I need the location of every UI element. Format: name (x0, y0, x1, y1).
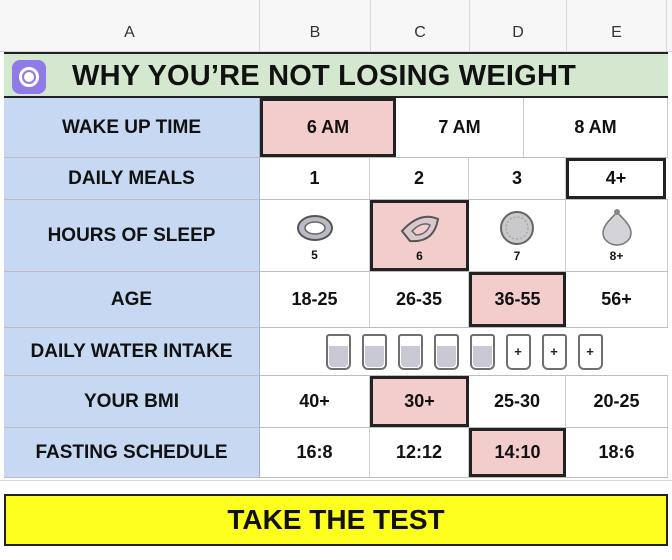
row-hours-of-sleep: HOURS OF SLEEP 5 6 7 (4, 200, 668, 272)
row-label: AGE (4, 272, 260, 327)
row-label: FASTING SCHEDULE (4, 428, 260, 477)
sleep-ring-icon (400, 215, 439, 242)
option-bmi-40plus[interactable]: 40+ (260, 376, 370, 427)
column-header-e[interactable]: E (611, 24, 622, 41)
water-glass-add[interactable]: + (505, 333, 531, 370)
option-sleep-6[interactable]: 6 (370, 200, 469, 271)
column-header-row: A B C D E (0, 0, 672, 52)
column-header-a[interactable]: A (124, 24, 135, 41)
option-age-26-35[interactable]: 26-35 (370, 272, 469, 327)
column-divider (370, 0, 371, 52)
row-label: YOUR BMI (4, 376, 260, 427)
title-banner: WHY YOU’RE NOT LOSING WEIGHT (4, 52, 668, 98)
column-divider (666, 0, 667, 52)
sleep-ring-icon (296, 214, 333, 241)
option-bmi-20-25[interactable]: 20-25 (566, 376, 668, 427)
column-header-b[interactable]: B (309, 24, 321, 41)
water-glass-full[interactable] (397, 333, 423, 370)
option-8am[interactable]: 8 AM (524, 98, 668, 157)
water-glass-full[interactable] (469, 333, 495, 370)
option-fasting-18-6[interactable]: 18:6 (566, 428, 668, 477)
sleep-drop-icon (601, 208, 632, 246)
quiz-grid: WAKE UP TIME 6 AM 7 AM 8 AM DAILY MEALS … (4, 98, 668, 478)
page-title: WHY YOU’RE NOT LOSING WEIGHT (72, 60, 576, 92)
water-glass-selector: + + + (260, 328, 668, 375)
row-wake-up-time: WAKE UP TIME 6 AM 7 AM 8 AM (4, 98, 668, 158)
sleep-hours-label: 8+ (609, 248, 624, 263)
sleep-hours-label: 7 (513, 248, 521, 263)
row-daily-meals: DAILY MEALS 1 2 3 4+ (4, 158, 668, 200)
row-your-bmi: YOUR BMI 40+ 30+ 25-30 20-25 (4, 376, 668, 428)
water-glass-full[interactable] (433, 333, 459, 370)
water-glass-full[interactable] (325, 333, 351, 370)
option-meals-3[interactable]: 3 (469, 158, 566, 199)
sleep-hours-label: 5 (311, 247, 318, 262)
app-logo-icon (12, 60, 46, 94)
column-divider (469, 0, 470, 52)
option-age-36-55[interactable]: 36-55 (469, 272, 566, 327)
option-sleep-8plus[interactable]: 8+ (566, 200, 668, 271)
option-age-56plus[interactable]: 56+ (566, 272, 668, 327)
take-the-test-button[interactable]: TAKE THE TEST (4, 494, 668, 546)
row-daily-water-intake: DAILY WATER INTAKE + + + (4, 328, 668, 376)
option-fasting-14-10[interactable]: 14:10 (469, 428, 566, 477)
option-6am[interactable]: 6 AM (260, 98, 396, 157)
row-label: HOURS OF SLEEP (4, 200, 260, 271)
row-label: DAILY WATER INTAKE (4, 328, 260, 375)
water-glass-add[interactable]: + (541, 333, 567, 370)
option-sleep-5[interactable]: 5 (260, 200, 370, 271)
sleep-hours-label: 6 (416, 248, 423, 263)
row-divider (0, 480, 672, 481)
option-7am[interactable]: 7 AM (396, 98, 524, 157)
sleep-disc-icon (500, 210, 534, 245)
column-divider (566, 0, 567, 52)
option-sleep-7[interactable]: 7 (469, 200, 566, 271)
column-header-d[interactable]: D (512, 24, 524, 41)
column-divider (259, 0, 260, 52)
column-header-c[interactable]: C (414, 24, 426, 41)
water-glass-full[interactable] (361, 333, 387, 370)
row-fasting-schedule: FASTING SCHEDULE 16:8 12:12 14:10 18:6 (4, 428, 668, 478)
option-age-18-25[interactable]: 18-25 (260, 272, 370, 327)
row-label: DAILY MEALS (4, 158, 260, 199)
option-bmi-30plus[interactable]: 30+ (370, 376, 469, 427)
row-age: AGE 18-25 26-35 36-55 56+ (4, 272, 668, 328)
option-meals-1[interactable]: 1 (260, 158, 370, 199)
option-bmi-25-30[interactable]: 25-30 (469, 376, 566, 427)
option-fasting-16-8[interactable]: 16:8 (260, 428, 370, 477)
option-meals-4plus[interactable]: 4+ (566, 158, 666, 199)
option-meals-2[interactable]: 2 (370, 158, 469, 199)
water-glass-add[interactable]: + (577, 333, 603, 370)
row-label: WAKE UP TIME (4, 98, 260, 157)
option-fasting-12-12[interactable]: 12:12 (370, 428, 469, 477)
